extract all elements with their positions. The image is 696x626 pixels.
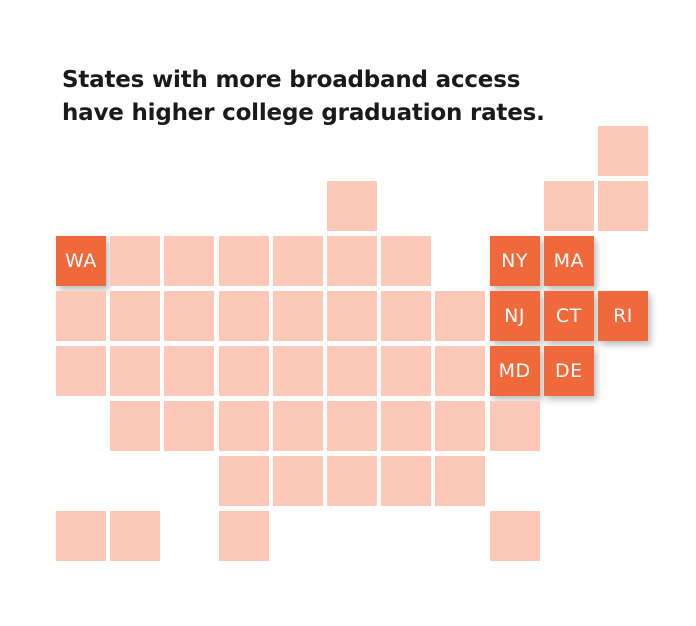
- state-tile: [56, 291, 106, 341]
- state-tile-highlighted: RI: [598, 291, 648, 341]
- state-tile-highlighted: DE: [543, 346, 594, 396]
- state-tile: [543, 181, 594, 231]
- state-tile: [489, 511, 540, 561]
- state-tile-highlighted: CT: [543, 291, 594, 341]
- state-tile-highlighted: MA: [543, 236, 594, 286]
- state-tile: [110, 401, 161, 451]
- state-tile: [164, 346, 215, 396]
- state-tile-highlighted: NY: [489, 236, 540, 286]
- state-tile: [218, 236, 269, 286]
- state-tile: [272, 346, 323, 396]
- state-tile: [218, 401, 269, 451]
- state-tile: [381, 291, 432, 341]
- state-tile-highlighted: MD: [489, 346, 540, 396]
- state-tile: [327, 291, 377, 341]
- title: States with more broadband access have h…: [62, 64, 545, 130]
- state-tile: [327, 236, 377, 286]
- state-tile: [56, 346, 106, 396]
- state-tile: [218, 456, 269, 506]
- state-tile-highlighted: WA: [56, 236, 106, 286]
- state-tile: [56, 511, 106, 561]
- state-tile: [218, 511, 269, 561]
- state-tile: [435, 346, 486, 396]
- state-tile: [110, 346, 161, 396]
- state-tile: [164, 236, 215, 286]
- title-line: States with more broadband access: [62, 67, 521, 93]
- state-tile-highlighted: NJ: [489, 291, 540, 341]
- state-tile: [381, 456, 432, 506]
- state-tile: [110, 511, 161, 561]
- state-tile: [110, 236, 161, 286]
- state-tile: [598, 181, 648, 231]
- state-tile: [489, 401, 540, 451]
- state-tile: [164, 291, 215, 341]
- state-tile: [218, 291, 269, 341]
- state-tile: [164, 401, 215, 451]
- state-tile: [218, 346, 269, 396]
- state-tile: [598, 126, 648, 176]
- state-tile: [327, 181, 377, 231]
- state-tile: [272, 236, 323, 286]
- state-tile: [381, 401, 432, 451]
- state-tile: [272, 291, 323, 341]
- state-tile: [110, 291, 161, 341]
- state-tile: [381, 236, 432, 286]
- state-tile: [435, 291, 486, 341]
- title-line: have higher college graduation rates.: [62, 100, 545, 126]
- state-tile: [327, 346, 377, 396]
- state-tile: [327, 401, 377, 451]
- state-tile: [435, 456, 486, 506]
- state-tile: [272, 456, 323, 506]
- state-tile: [435, 401, 486, 451]
- state-tile: [327, 456, 377, 506]
- state-tile: [381, 346, 432, 396]
- state-tile: [272, 401, 323, 451]
